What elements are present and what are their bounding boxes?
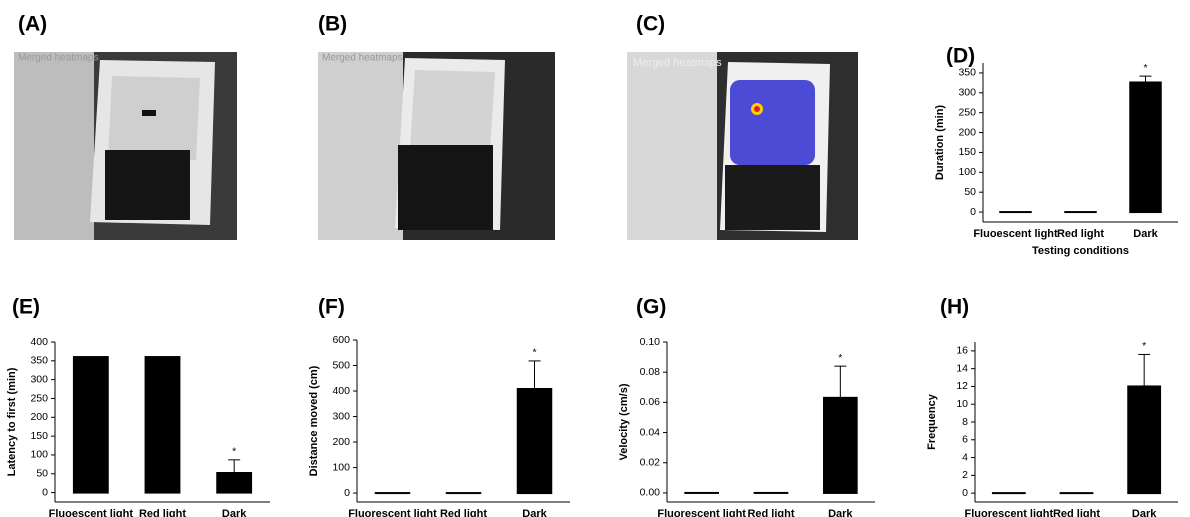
y-tick-label: 4 [962, 451, 968, 463]
x-tick-label: Fluorescent light [348, 508, 437, 517]
y-tick-label: 0.10 [640, 336, 661, 348]
x-tick-label: Fluoescent light [49, 508, 134, 517]
bar [516, 387, 553, 495]
y-tick-label: 200 [332, 436, 350, 448]
y-tick-label: 350 [30, 355, 48, 367]
y-tick-label: 50 [36, 468, 48, 480]
y-tick-label: 500 [332, 359, 350, 371]
x-tick-label: Dark [828, 508, 853, 517]
x-tick-label: Dark [522, 508, 547, 517]
bar [445, 492, 482, 495]
y-tick-label: 100 [332, 461, 350, 473]
y-tick-label: 16 [956, 345, 968, 357]
x-tick-label: Fluorescent light [965, 508, 1054, 517]
panel-label: (F) [318, 296, 345, 319]
x-tick-label: Dark [1132, 508, 1157, 517]
y-tick-label: 14 [956, 362, 968, 374]
x-tick-label: Fluoescent light [973, 228, 1058, 240]
significance-mark: * [232, 446, 236, 458]
significance-mark: * [838, 352, 842, 364]
panel-label: (A) [18, 13, 47, 36]
x-axis-label: Testing conditions [1032, 245, 1129, 257]
y-tick-label: 2 [962, 469, 968, 481]
y-axis-label: Duration (min) [934, 105, 946, 180]
y-tick-label: 300 [958, 87, 976, 99]
x-tick-label: Dark [1133, 228, 1158, 240]
image-caption: Merged heatmaps [322, 53, 403, 64]
y-tick-label: 8 [962, 416, 968, 428]
bar [684, 491, 719, 494]
photo: Merged heatmaps [318, 52, 555, 240]
y-axis-label: Latency to first (min) [6, 367, 18, 476]
bar [374, 492, 411, 495]
panel-label: (G) [636, 296, 666, 319]
bar [72, 356, 109, 494]
panel-label: (H) [940, 296, 969, 319]
y-tick-label: 50 [964, 186, 976, 198]
x-tick-label: Red light [440, 508, 487, 517]
significance-mark: * [532, 347, 536, 359]
y-tick-label: 0.08 [640, 366, 661, 378]
bar [753, 491, 789, 494]
panel-label: (E) [12, 296, 40, 319]
y-tick-label: 400 [30, 336, 48, 348]
y-tick-label: 10 [956, 398, 968, 410]
x-tick-label: Red light [1057, 228, 1104, 240]
bar [991, 492, 1026, 495]
y-tick-label: 0.06 [640, 396, 661, 408]
y-axis-label: Frequency [926, 393, 938, 450]
y-tick-label: 0 [970, 206, 976, 218]
panel-label: (C) [636, 13, 665, 36]
y-axis-label: Distance moved (cm) [308, 365, 320, 476]
y-tick-label: 150 [958, 146, 976, 158]
y-tick-label: 300 [30, 373, 48, 385]
y-tick-label: 600 [332, 334, 350, 346]
bar [1064, 211, 1097, 214]
bar [1127, 385, 1162, 495]
y-tick-label: 300 [332, 410, 350, 422]
x-tick-label: Red light [1053, 508, 1100, 517]
significance-mark: * [1143, 62, 1147, 74]
y-tick-label: 0 [42, 486, 48, 498]
y-tick-label: 350 [958, 67, 976, 79]
photo: Merged heatmaps [14, 52, 237, 240]
y-tick-label: 0.02 [640, 457, 661, 469]
y-tick-label: 0.00 [640, 487, 661, 499]
y-tick-label: 6 [962, 434, 968, 446]
bar [1059, 492, 1094, 495]
y-tick-label: 150 [30, 430, 48, 442]
bar [144, 356, 181, 494]
y-tick-label: 0.04 [640, 426, 661, 438]
panel-label: (B) [318, 13, 347, 36]
bar [823, 396, 858, 494]
y-tick-label: 400 [332, 385, 350, 397]
y-tick-label: 0 [344, 487, 350, 499]
bar [999, 211, 1032, 214]
bar [216, 472, 253, 494]
y-tick-label: 250 [958, 106, 976, 118]
x-tick-label: Red light [747, 508, 794, 517]
y-tick-label: 200 [30, 411, 48, 423]
x-tick-label: Dark [222, 508, 247, 517]
y-tick-label: 100 [30, 449, 48, 461]
image-caption: Merged heatmaps [18, 53, 99, 64]
x-tick-label: Red light [139, 508, 186, 517]
y-tick-label: 250 [30, 392, 48, 404]
y-tick-label: 12 [956, 380, 968, 392]
bar [1129, 81, 1162, 214]
photo: Merged heatmaps [627, 52, 858, 240]
y-tick-label: 200 [958, 126, 976, 138]
y-tick-label: 100 [958, 166, 976, 178]
x-tick-label: Fluorescent light [657, 508, 746, 517]
image-caption: Merged heatmaps [633, 57, 722, 69]
panel-label: (D) [946, 45, 975, 68]
significance-mark: * [1142, 340, 1146, 352]
y-axis-label: Velocity (cm/s) [618, 383, 630, 460]
y-tick-label: 0 [962, 487, 968, 499]
